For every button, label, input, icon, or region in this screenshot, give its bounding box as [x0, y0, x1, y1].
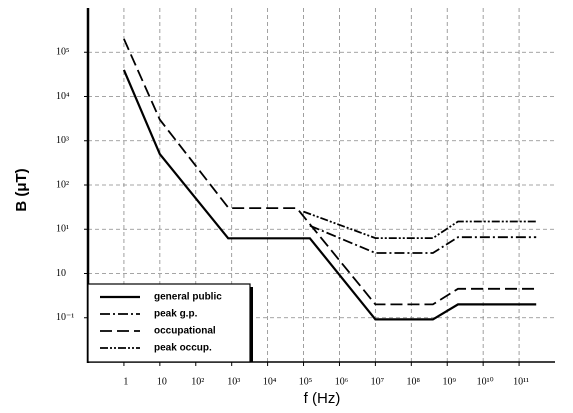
x-tick-label: 10² — [191, 376, 204, 387]
y-tick-label: 10⁻¹ — [56, 312, 74, 323]
x-tick-label: 10⁸ — [407, 376, 421, 387]
y-tick-label: 10⁴ — [56, 91, 70, 102]
x-tick-label: 10⁴ — [263, 376, 277, 387]
legend-label: peak occup. — [154, 343, 212, 354]
legend-label: general public — [154, 292, 222, 303]
data-line — [309, 224, 537, 254]
y-axis-label: B (μT) — [13, 168, 30, 211]
data-line — [123, 38, 537, 306]
data-line — [303, 210, 537, 239]
x-tick-label: 1 — [123, 376, 128, 387]
x-tick-label: 10⁵ — [299, 376, 313, 387]
x-tick-label: 10⁶ — [335, 376, 349, 387]
legend-label: peak g.p. — [154, 309, 198, 320]
x-tick-label: 10¹⁰ — [477, 376, 494, 387]
x-tick-label: 10³ — [227, 376, 240, 387]
y-tick-label: 10³ — [56, 135, 69, 146]
y-tick-label: 10¹ — [56, 224, 69, 235]
x-tick-label: 10⁹ — [442, 376, 456, 387]
x-tick-label: 10¹¹ — [513, 376, 529, 387]
legend-label: occupational — [154, 326, 216, 337]
y-tick-label: 10⁵ — [56, 47, 70, 58]
x-tick-label: 10⁷ — [371, 376, 385, 387]
y-tick-label: 10² — [56, 179, 69, 190]
x-tick-label: 10 — [157, 376, 167, 387]
x-axis-label: f (Hz) — [304, 390, 341, 407]
y-tick-label: 10 — [56, 268, 66, 279]
data-line — [122, 69, 537, 321]
